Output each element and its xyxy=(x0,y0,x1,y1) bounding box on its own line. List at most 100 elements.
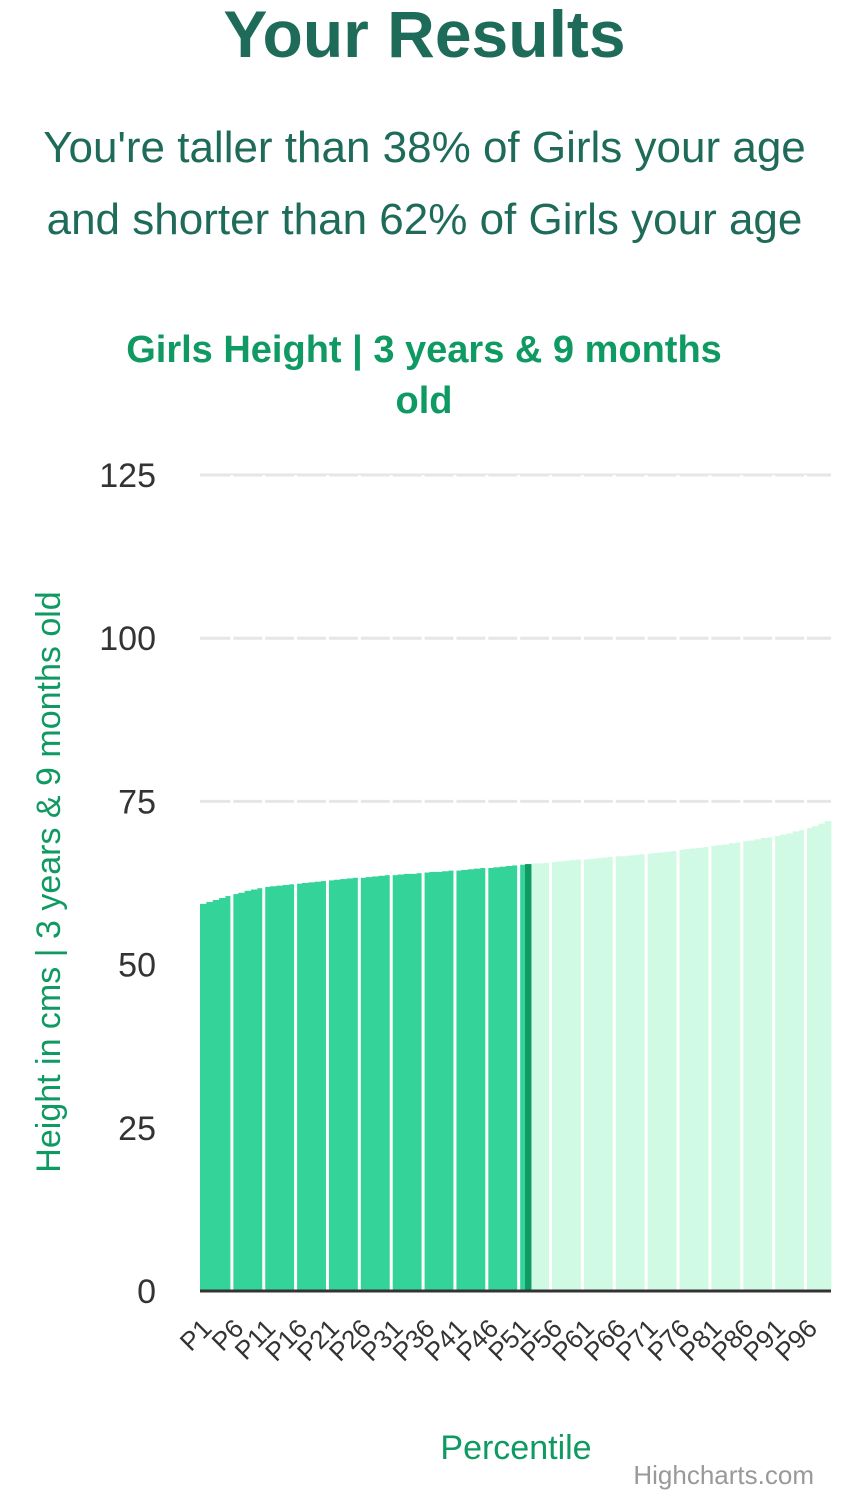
bar-p3[interactable] xyxy=(212,899,220,1291)
bar-p67[interactable] xyxy=(620,856,628,1291)
bar-p71[interactable] xyxy=(646,853,653,1291)
bar-p75[interactable] xyxy=(671,851,679,1291)
bar-p77[interactable] xyxy=(684,849,692,1291)
bar-p41[interactable] xyxy=(454,870,462,1291)
bar-p93[interactable] xyxy=(786,833,794,1291)
bar-p25[interactable] xyxy=(352,877,360,1291)
bar-p22[interactable] xyxy=(333,879,341,1291)
bar-p27[interactable] xyxy=(365,877,373,1291)
bar-p30[interactable] xyxy=(384,875,392,1291)
bar-p50[interactable] xyxy=(512,865,520,1291)
bar-p81[interactable] xyxy=(709,845,717,1291)
bar-p57[interactable] xyxy=(556,861,564,1291)
bar-p47[interactable] xyxy=(493,867,500,1291)
bar-p97[interactable] xyxy=(811,826,819,1291)
bar-p76[interactable] xyxy=(678,849,685,1291)
bar-p94[interactable] xyxy=(792,831,800,1291)
bar-p24[interactable] xyxy=(346,878,354,1291)
bar-p14[interactable] xyxy=(282,884,290,1291)
bar-p16[interactable] xyxy=(295,883,303,1291)
bar-p73[interactable] xyxy=(658,852,666,1291)
bar-p48[interactable] xyxy=(499,866,507,1291)
bar-p33[interactable] xyxy=(403,873,411,1291)
bar-p26[interactable] xyxy=(359,877,367,1291)
bar-p34[interactable] xyxy=(410,873,418,1291)
bar-p29[interactable] xyxy=(378,875,386,1291)
bar-p17[interactable] xyxy=(301,883,309,1291)
highcharts-credits-link[interactable]: Highcharts.com xyxy=(633,1460,814,1490)
bar-p28[interactable] xyxy=(372,876,379,1291)
bar-p6[interactable] xyxy=(231,894,239,1291)
bar-p80[interactable] xyxy=(703,847,711,1291)
bar-p86[interactable] xyxy=(741,841,749,1291)
bar-p91[interactable] xyxy=(773,835,781,1291)
bar-p82[interactable] xyxy=(716,845,724,1291)
bar-p96[interactable] xyxy=(805,828,813,1291)
bar-p15[interactable] xyxy=(289,884,297,1291)
bar-p32[interactable] xyxy=(397,874,405,1291)
bar-p70[interactable] xyxy=(639,854,647,1291)
bar-p37[interactable] xyxy=(429,871,437,1291)
bar-p13[interactable] xyxy=(276,885,284,1291)
bar-p92[interactable] xyxy=(780,834,787,1291)
bar-p38[interactable] xyxy=(435,871,443,1291)
bar-p55[interactable] xyxy=(544,862,551,1291)
bar-p68[interactable] xyxy=(627,855,634,1291)
bar-p1[interactable] xyxy=(200,903,207,1291)
bar-p88[interactable] xyxy=(754,839,762,1291)
bar-p56[interactable] xyxy=(550,862,558,1291)
bar-p85[interactable] xyxy=(735,842,743,1291)
bar-p40[interactable] xyxy=(448,870,456,1291)
bar-p46[interactable] xyxy=(486,867,494,1291)
bar-p11[interactable] xyxy=(263,886,271,1291)
bar-p62[interactable] xyxy=(588,858,596,1291)
bar-p20[interactable] xyxy=(321,881,328,1291)
bar-p83[interactable] xyxy=(722,844,730,1291)
bar-p95[interactable] xyxy=(799,830,806,1291)
bar-p98[interactable] xyxy=(818,823,826,1291)
bar-p23[interactable] xyxy=(340,879,347,1291)
bar-p21[interactable] xyxy=(327,880,335,1291)
bar-p36[interactable] xyxy=(423,872,430,1291)
bar-p5[interactable] xyxy=(225,896,233,1291)
bar-p31[interactable] xyxy=(391,875,398,1291)
bar-p49[interactable] xyxy=(505,866,513,1291)
bar-p10[interactable] xyxy=(257,888,265,1291)
bar-p53[interactable] xyxy=(531,863,539,1291)
bar-p54[interactable] xyxy=(537,863,545,1291)
bar-p58[interactable] xyxy=(563,860,571,1291)
bar-p8[interactable] xyxy=(244,890,252,1291)
bar-p78[interactable] xyxy=(690,848,698,1291)
bar-p69[interactable] xyxy=(633,854,641,1291)
bar-p74[interactable] xyxy=(665,851,673,1291)
bar-p39[interactable] xyxy=(442,871,449,1291)
bar-p44[interactable] xyxy=(474,868,481,1291)
bar-p60[interactable] xyxy=(576,859,583,1291)
bar-p35[interactable] xyxy=(416,873,424,1291)
bar-p87[interactable] xyxy=(748,840,755,1291)
bar-p65[interactable] xyxy=(607,856,615,1291)
bar-p79[interactable] xyxy=(697,847,704,1291)
bar-p9[interactable] xyxy=(250,889,258,1291)
bar-p12[interactable] xyxy=(270,886,277,1291)
bar-p43[interactable] xyxy=(467,869,475,1291)
bar-p99[interactable] xyxy=(824,820,832,1291)
bar-p84[interactable] xyxy=(729,843,736,1291)
bar-p89[interactable] xyxy=(760,837,768,1291)
bar-p7[interactable] xyxy=(238,892,246,1291)
bar-p63[interactable] xyxy=(595,858,602,1291)
bar-p64[interactable] xyxy=(601,857,609,1291)
bar-p2[interactable] xyxy=(206,901,214,1291)
bar-p42[interactable] xyxy=(461,869,469,1291)
bar-p66[interactable] xyxy=(614,856,622,1291)
bar-p19[interactable] xyxy=(314,881,322,1291)
bar-p61[interactable] xyxy=(582,859,590,1291)
bar-p52[interactable] xyxy=(525,864,532,1291)
bar-p72[interactable] xyxy=(652,852,660,1291)
bar-p90[interactable] xyxy=(767,837,775,1291)
bar-p18[interactable] xyxy=(308,882,316,1291)
bar-p45[interactable] xyxy=(480,867,488,1291)
bar-p51[interactable] xyxy=(518,864,526,1291)
bar-p59[interactable] xyxy=(569,860,577,1291)
bar-p4[interactable] xyxy=(219,898,226,1291)
